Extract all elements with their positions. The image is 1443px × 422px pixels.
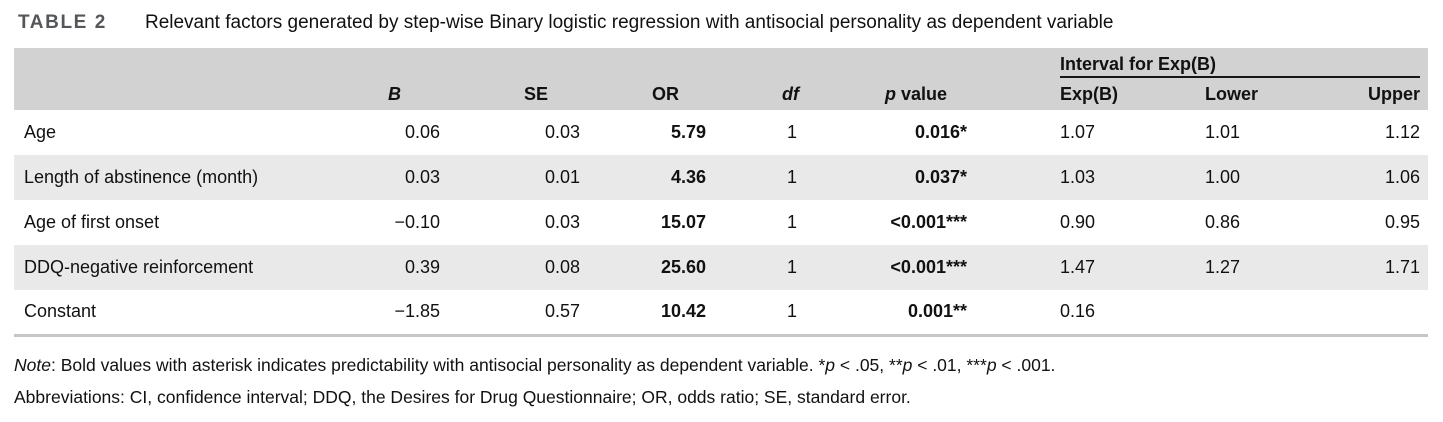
cell-factor: Age <box>24 122 57 142</box>
header-factor <box>14 78 354 110</box>
cell-df: 1 <box>720 155 830 200</box>
cell-p-value: <0.001*** <box>830 245 985 290</box>
table-number-label: TABLE 2 <box>18 12 107 33</box>
column-header-row: B SE OR df p value Exp(B) Lower Upper <box>14 78 1429 110</box>
cell-factor: Length of abstinence (month) <box>14 155 354 200</box>
cell-or: 10.42 <box>660 301 706 322</box>
cell-upper: 1.12 <box>1384 122 1421 142</box>
cell-upper: 1.71 <box>1345 245 1429 290</box>
header-expb: Exp(B) <box>985 78 1195 110</box>
interval-group-header: Interval for Exp(B) <box>1060 54 1421 78</box>
cell-lower: 1.01 <box>1205 122 1241 142</box>
interval-group-row: Interval for Exp(B) <box>14 48 1429 78</box>
cell-lower <box>1195 290 1345 335</box>
cell-se: 0.01 <box>454 155 594 200</box>
cell-b: 0.06 <box>404 122 440 142</box>
footnotes: Note: Bold values with asterisk indicate… <box>14 349 1443 413</box>
cell-lower: 0.86 <box>1205 212 1241 232</box>
interval-group-header-cell: Interval for Exp(B) <box>985 48 1429 78</box>
cell-p-value: 0.016* <box>914 122 967 142</box>
significance-stars: *** <box>945 257 967 277</box>
significance-stars: * <box>959 167 967 187</box>
table-row: Age of first onset −0.10 0.03 15.07 1 <0… <box>14 200 1428 245</box>
cell-lower: 1.00 <box>1195 155 1345 200</box>
significance-stars: ** <box>952 301 967 322</box>
cell-expb: 1.07 <box>1060 122 1096 142</box>
header-b: B <box>354 78 454 110</box>
cell-df: 1 <box>720 245 830 290</box>
cell-expb: 0.16 <box>1060 301 1096 322</box>
cell-b: −1.85 <box>394 301 440 322</box>
significance-stars: * <box>959 122 967 142</box>
cell-upper: 0.95 <box>1384 212 1421 232</box>
header-spacer <box>14 48 985 78</box>
header-upper: Upper <box>1345 78 1429 110</box>
cell-df: 1 <box>786 122 797 142</box>
cell-expb: 0.90 <box>1060 212 1096 232</box>
cell-lower: 1.27 <box>1195 245 1345 290</box>
table-row: Age 0.06 0.03 5.79 1 0.016* 1.07 1.01 1.… <box>14 110 1428 155</box>
cell-p-value: <0.001*** <box>890 212 967 232</box>
table-row: DDQ-negative reinforcement 0.39 0.08 25.… <box>14 245 1429 290</box>
table-title-block: TABLE 2 Relevant factors generated by st… <box>18 10 1443 36</box>
cell-or: 25.60 <box>594 245 720 290</box>
header-p-value: p value <box>830 78 985 110</box>
header-se: SE <box>454 78 594 110</box>
significance-key: *p < .05, **p < .01, ***p < .001. <box>818 354 1056 375</box>
cell-b: 0.39 <box>354 245 454 290</box>
cell-or: 15.07 <box>660 212 706 232</box>
cell-factor: Age of first onset <box>24 212 160 232</box>
cell-p-value: 0.037* <box>830 155 985 200</box>
cell-df: 1 <box>786 212 797 232</box>
significance-stars: *** <box>945 212 967 232</box>
regression-table: Interval for Exp(B) B SE OR df p value E… <box>14 48 1429 337</box>
cell-b: −0.10 <box>394 212 440 232</box>
table-row: Constant −1.85 0.57 10.42 1 0.001** 0.16 <box>14 290 1428 335</box>
cell-b: 0.03 <box>354 155 454 200</box>
cell-upper <box>1345 290 1428 335</box>
note-line: Note: Bold values with asterisk indicate… <box>14 354 1056 375</box>
header-lower: Lower <box>1195 78 1345 110</box>
cell-factor: Constant <box>24 301 97 322</box>
cell-se: 0.57 <box>544 301 580 322</box>
cell-p-value: 0.001** <box>907 301 967 322</box>
cell-se: 0.03 <box>544 122 580 142</box>
cell-df: 1 <box>786 301 797 322</box>
cell-se: 0.03 <box>544 212 580 232</box>
cell-upper: 1.06 <box>1345 155 1429 200</box>
cell-expb: 1.03 <box>985 155 1195 200</box>
table-caption: Relevant factors generated by step-wise … <box>144 12 1114 33</box>
header-or: OR <box>594 78 720 110</box>
abbreviations-line: Abbreviations: CI, confidence interval; … <box>14 386 911 407</box>
note-lead: Note <box>14 354 51 375</box>
table-row: Length of abstinence (month) 0.03 0.01 4… <box>14 155 1429 200</box>
cell-expb: 1.47 <box>985 245 1195 290</box>
cell-or: 4.36 <box>594 155 720 200</box>
cell-se: 0.08 <box>454 245 594 290</box>
cell-factor: DDQ-negative reinforcement <box>14 245 354 290</box>
header-df: df <box>720 78 830 110</box>
cell-or: 5.79 <box>670 122 706 142</box>
